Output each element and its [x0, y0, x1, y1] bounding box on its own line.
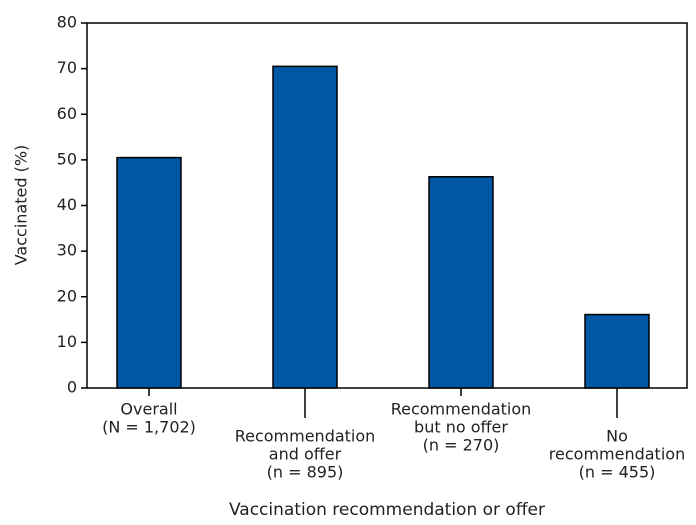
bar — [116, 156, 182, 389]
x-tick-label: recommendation — [549, 445, 685, 464]
x-tick-label: Recommendation — [235, 427, 376, 446]
x-tick-label: (n = 455) — [579, 463, 656, 482]
y-tick-label: 80 — [57, 13, 77, 32]
x-tick-label: (N = 1,702) — [102, 418, 196, 437]
y-tick-label: 20 — [57, 286, 77, 305]
x-tick-label: No — [606, 427, 628, 446]
y-tick-label: 40 — [57, 195, 77, 214]
y-axis-title: Vaccinated (%) — [12, 145, 31, 266]
y-tick-label: 10 — [57, 332, 77, 351]
x-tick-label: Overall — [120, 400, 177, 419]
y-tick-label: 50 — [57, 149, 77, 168]
x-tick-label: (n = 270) — [423, 436, 500, 455]
y-tick-label: 60 — [57, 104, 77, 123]
y-tick-label: 0 — [67, 378, 77, 397]
y-tick-label: 30 — [57, 241, 77, 260]
x-tick-label: Recommendation — [391, 400, 532, 419]
bar — [428, 176, 494, 389]
x-tick-label: (n = 895) — [267, 463, 344, 482]
y-tick-label: 70 — [57, 58, 77, 77]
bar — [272, 65, 338, 389]
x-axis-title: Vaccination recommendation or offer — [229, 500, 545, 520]
bar — [584, 313, 650, 389]
x-tick-label: and offer — [269, 445, 342, 464]
x-tick-label: but no offer — [414, 418, 508, 437]
